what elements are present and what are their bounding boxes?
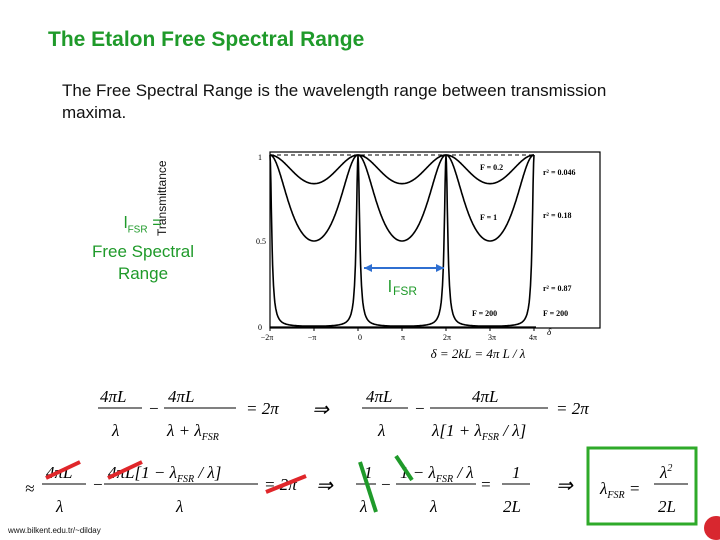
svg-text:λ: λ [359,497,367,516]
svg-text:⇒: ⇒ [312,399,330,421]
fsr-marker-symbol: l [388,277,392,296]
svg-text:=: = [480,475,491,494]
slide-subtitle: The Free Spectral Range is the wavelengt… [62,81,607,122]
fsr-symbol: l [123,213,128,232]
svg-text:−: − [148,399,159,418]
ytick-0: 0 [258,323,262,332]
fsr-definition-line2: Free Spectral [91,242,195,262]
airy-curve [270,154,534,185]
cancel-mark [358,461,378,513]
svg-text:4πL: 4πL [100,387,127,406]
xtick-label: −2π [261,333,274,342]
r2-label-0046: r² = 0.046 [543,168,576,177]
xtick-label: 3π [488,333,496,342]
airy-curve [269,154,535,327]
fsr-subscript: FSR [127,224,148,236]
xtick-label: π [401,333,405,342]
fsr-arrowheads [364,264,444,272]
strike-mark [265,474,307,494]
svg-text:1 − λFSR / λ: 1 − λFSR / λ [400,463,474,485]
slide-title: The Etalon Free Spectral Range [48,28,365,51]
ytick-05: 0.5 [256,237,266,246]
fsr-equals: = [147,213,163,232]
r2-label-087: r² = 0.87 [543,284,572,293]
svg-text:−: − [380,475,391,494]
fsr-marker-subscript: FSR [393,284,417,298]
svg-text:1: 1 [512,463,521,482]
svg-text:λ: λ [377,421,385,440]
svg-text:λ: λ [55,497,63,516]
svg-text:4πL: 4πL [168,387,195,406]
svg-text:≈: ≈ [25,479,34,498]
svg-text:4πL: 4πL [472,387,499,406]
svg-text:λ + λFSR: λ + λFSR [166,421,219,443]
airy-curve [270,154,534,242]
svg-text:λ: λ [429,497,437,516]
delta-equation: δ = 2kL = 4π L / λ [431,346,526,361]
xtick-label: −π [308,333,317,342]
svg-text:λ[1 + λFSR / λ]: λ[1 + λFSR / λ] [431,421,526,443]
r2-label-f200: F = 200 [543,309,568,318]
svg-text:= 2π: = 2π [246,399,279,418]
curve-label-f02: F = 0.2 [480,163,503,172]
svg-text:4πL[1 − λFSR / λ]: 4πL[1 − λFSR / λ] [108,463,221,485]
svg-text:⇒: ⇒ [316,475,334,497]
svg-text:−: − [414,399,425,418]
svg-text:= 2π: = 2π [556,399,589,418]
x-ticks [269,327,535,331]
strike-mark [45,460,81,480]
delta-axis-symbol: δ [547,327,552,337]
svg-text:λFSR =: λFSR = [599,479,640,501]
fsr-definition-line3: Range [117,264,169,284]
transmittance-plot: 1 0.5 0 −2π −π 0 π 2π 3π 4π δ F = 0.2 F … [256,151,601,361]
airy-curves [269,154,535,327]
svg-text:4πL: 4πL [366,387,393,406]
svg-text:λ: λ [175,497,183,516]
svg-text:λ2: λ2 [659,463,672,482]
svg-text:2L: 2L [658,497,676,516]
footer-url: www.bilkent.edu.tr/~dilday [8,526,101,535]
ytick-1: 1 [258,153,262,162]
svg-text:⇒: ⇒ [556,475,574,497]
svg-text:−: − [92,475,103,494]
svg-text:2L: 2L [503,497,521,516]
slide-corner-decoration [704,516,720,540]
fsr-definition-label: lFSR = Free Spectral Range [68,212,218,285]
equation-row-1: 4πL λ − 4πL λ + λFSR = 2π ⇒ 4πL λ − 4πL … [98,387,589,443]
strike-mark [107,460,143,480]
cancel-mark [394,454,414,482]
r2-label-018: r² = 0.18 [543,211,572,220]
xtick-label: 0 [358,333,362,342]
plot-frame [269,151,601,329]
xtick-label: 2π [443,333,451,342]
curve-label-f200: F = 200 [472,309,497,318]
svg-text:λ: λ [111,421,119,440]
result-box [586,446,698,526]
svg-text:1: 1 [364,463,373,482]
xtick-label: 4π [529,333,537,342]
curve-label-f1: F = 1 [480,213,497,222]
